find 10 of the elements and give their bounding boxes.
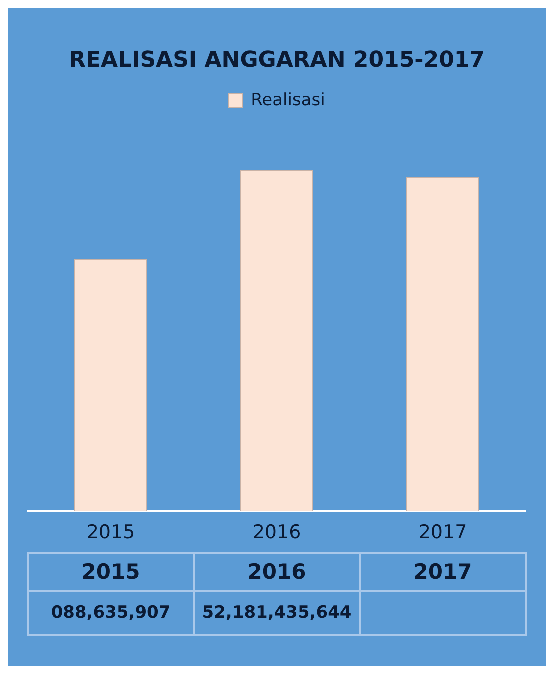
category-label: 2016 — [248, 560, 306, 584]
text: 088,635,907 — [28, 591, 194, 635]
x-tick-label: 2017 — [418, 522, 468, 544]
category-label: 2015 — [82, 560, 140, 584]
x-tick-label: 2016 — [252, 522, 302, 544]
chart-title: REALISASI ANGGARAN 2015-2017 — [69, 48, 485, 73]
legend-label: Realisasi — [251, 90, 326, 110]
x-tick-label: 2015 — [86, 522, 136, 544]
text: 52,181,435,644 — [194, 591, 360, 635]
category-label: 2017 — [414, 560, 472, 584]
